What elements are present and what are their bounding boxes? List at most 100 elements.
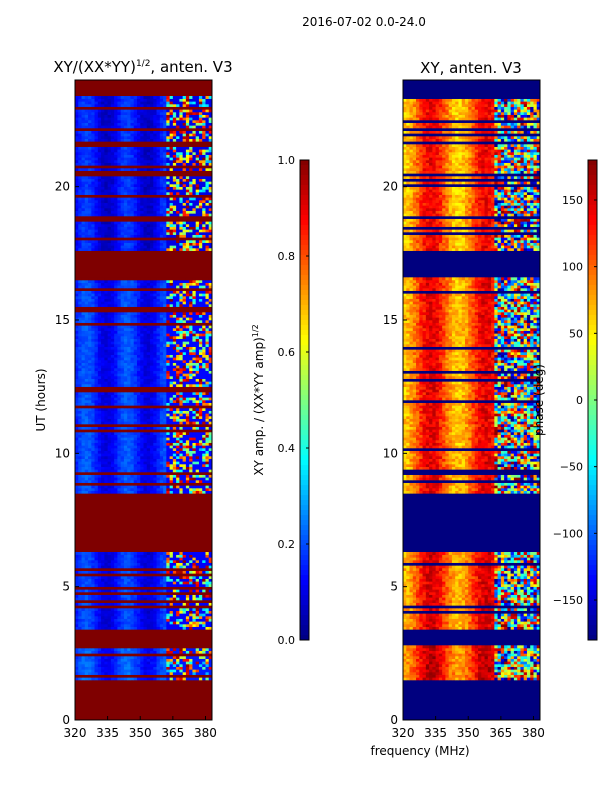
heatmap-cell-0: [101, 672, 105, 675]
heatmap-cell-0: [198, 314, 203, 318]
heatmap-cell-0: [104, 408, 108, 411]
heatmap-cell-0: [166, 426, 170, 430]
heatmap-cell-0: [176, 477, 180, 481]
heatmap-cell-0: [185, 290, 190, 294]
heatmap-cell-0: [179, 664, 183, 667]
heatmap-cell-0: [78, 466, 82, 470]
heatmap-cell-0: [179, 469, 183, 473]
heatmap-cell-0: [192, 290, 196, 294]
heatmap-cell-0: [176, 432, 180, 435]
heatmap-cell-0: [205, 429, 210, 433]
heatmap-cell-0: [78, 400, 82, 403]
heatmap-cell-0: [156, 464, 161, 467]
heatmap-cell-0: [159, 405, 164, 409]
heatmap-cell-0: [166, 674, 170, 678]
heatmap-cell-0: [176, 368, 180, 371]
heatmap-cell-0: [166, 464, 170, 467]
heatmap-cell-0: [123, 565, 128, 569]
heatmap-cell-0: [143, 605, 148, 609]
heatmap-cell-0: [163, 442, 167, 446]
heatmap-cell-0: [94, 330, 99, 334]
heatmap-cell-0: [117, 597, 121, 601]
heatmap-cell-0: [117, 461, 121, 465]
heatmap-cell-0: [205, 304, 210, 307]
heatmap-cell-0: [75, 410, 79, 414]
heatmap-cell-0: [123, 400, 128, 403]
heatmap-cell-0: [163, 565, 167, 569]
heatmap-cell-0: [185, 328, 190, 331]
heatmap-cell-0: [202, 296, 206, 299]
heatmap-cell-0: [84, 578, 89, 582]
heatmap-cell-0: [81, 450, 86, 454]
heatmap-cell-0: [146, 560, 151, 563]
heatmap-cell-0: [120, 413, 125, 417]
heatmap-cell-0: [182, 581, 187, 585]
heatmap-cell-0: [179, 418, 183, 422]
heatmap-cell-0: [127, 482, 131, 486]
heatmap-cell-0: [84, 554, 89, 558]
heatmap-cell-0: [107, 573, 112, 577]
heatmap-cell-0: [81, 472, 86, 475]
heatmap-cell-0: [133, 597, 138, 601]
heatmap-cell-0: [114, 608, 118, 611]
heatmap-cell-0: [117, 440, 121, 443]
heatmap-cell-0: [107, 354, 112, 358]
heatmap-cell-0: [198, 669, 203, 673]
heatmap-cell-0: [140, 613, 144, 617]
heatmap-cell-0: [163, 400, 167, 403]
heatmap-cell-0: [202, 485, 206, 489]
heatmap-cell-0: [146, 296, 151, 299]
heatmap-cell-0: [143, 306, 148, 310]
heatmap-cell-0: [117, 653, 121, 657]
heatmap-cell-0: [120, 464, 125, 467]
heatmap-cell-0: [120, 370, 125, 374]
heatmap-cell-0: [172, 394, 177, 398]
heatmap-cell-0: [78, 432, 82, 435]
heatmap-cell-0: [182, 488, 187, 491]
heatmap-cell-0: [189, 485, 193, 489]
heatmap-cell-0: [136, 480, 141, 483]
heatmap-cell-0: [117, 320, 121, 323]
heatmap-cell-0: [176, 418, 180, 422]
heatmap-cell-0: [133, 448, 138, 451]
heatmap-cell-0: [110, 346, 115, 350]
heatmap-cell-0: [91, 312, 95, 315]
heatmap-cell-0: [195, 490, 200, 494]
heatmap-cell-0: [208, 586, 213, 590]
heatmap-cell-0: [140, 362, 144, 366]
heatmap-cell-0: [88, 445, 92, 449]
heatmap-cell-0: [127, 416, 131, 419]
heatmap-cell-0: [91, 666, 95, 670]
heatmap-cell-0: [159, 554, 164, 558]
heatmap-cell-0: [146, 674, 151, 678]
heatmap-cell-0: [198, 408, 203, 411]
heatmap-cell-0: [176, 648, 180, 651]
heatmap-cell-0: [101, 440, 105, 443]
heatmap-cell-0: [156, 410, 161, 414]
heatmap-cell-0: [84, 360, 89, 363]
heatmap-cell-0: [127, 488, 131, 491]
heatmap-cell-0: [114, 554, 118, 558]
heatmap-cell-0: [120, 378, 125, 382]
heatmap-cell-0: [130, 554, 135, 558]
heatmap-cell-0: [150, 450, 154, 454]
heatmap-cell-0: [159, 442, 164, 446]
heatmap-cell-0: [104, 322, 108, 326]
heatmap-cell-0: [130, 338, 135, 342]
heatmap-cell-0: [163, 605, 167, 609]
heatmap-cell-0: [192, 424, 196, 427]
heatmap-cell-0: [130, 666, 135, 670]
heatmap-cell-0: [91, 616, 95, 619]
heatmap-cell-0: [189, 408, 193, 411]
heatmap-cell-0: [169, 432, 174, 435]
heatmap-cell-0: [75, 402, 79, 406]
heatmap-cell-0: [146, 320, 151, 323]
heatmap-cell-0: [179, 341, 183, 345]
heatmap-cell-0: [182, 288, 187, 291]
heatmap-cell-0: [195, 562, 200, 566]
heatmap-cell-0: [117, 325, 121, 329]
heatmap-cell-0: [198, 456, 203, 459]
heatmap-cell-0: [81, 597, 86, 601]
heatmap-cell-0: [84, 490, 89, 494]
heatmap-cell-0: [107, 557, 112, 561]
